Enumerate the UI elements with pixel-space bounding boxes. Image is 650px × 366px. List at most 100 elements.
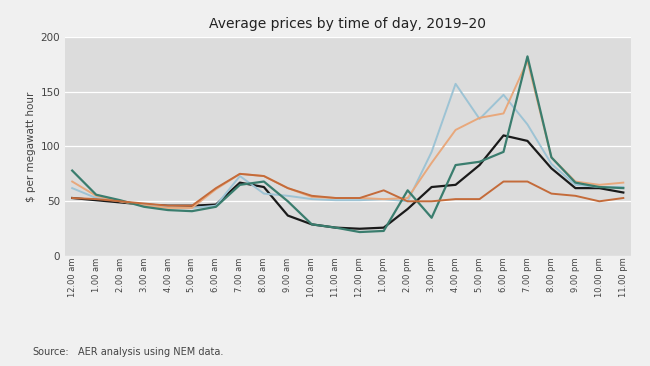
Queensland [116,200,124,205]
Victoria [236,172,244,176]
Title: Average prices by time of day, 2019–20: Average prices by time of day, 2019–20 [209,17,486,31]
Victoria [284,186,292,190]
NSW [308,197,316,201]
NSW [571,183,579,187]
Queensland [356,227,363,231]
Tasmania [571,194,579,198]
Queensland [332,225,340,230]
Queensland [571,186,579,190]
South Australia [260,179,268,184]
NSW [164,205,172,209]
NSW [140,202,148,207]
NSW [212,203,220,208]
South Australia [332,225,340,230]
South Australia [188,209,196,213]
South Australia [92,193,100,197]
NSW [92,196,100,200]
South Australia [308,222,316,227]
Text: Source:: Source: [32,347,69,357]
NSW [236,174,244,178]
Victoria [68,179,76,184]
NSW [332,198,340,202]
Tasmania [92,197,100,201]
South Australia [68,168,76,173]
Tasmania [164,203,172,208]
NSW [260,191,268,196]
Victoria [547,155,555,160]
Line: Queensland: Queensland [72,135,623,229]
Tasmania [140,201,148,206]
Queensland [452,183,460,187]
South Australia [164,208,172,212]
Queensland [619,190,627,195]
South Australia [404,188,411,193]
Tasmania [476,197,484,201]
Tasmania [356,196,363,200]
Tasmania [260,174,268,178]
Tasmania [284,186,292,190]
Tasmania [116,199,124,203]
Victoria [212,187,220,191]
Victoria [260,174,268,178]
South Australia [500,150,508,154]
Tasmania [500,179,508,184]
NSW [619,185,627,189]
South Australia [547,155,555,160]
NSW [404,199,411,203]
Tasmania [332,196,340,200]
South Australia [356,230,363,234]
NSW [284,194,292,198]
NSW [356,198,363,202]
Tasmania [452,197,460,201]
Tasmania [380,188,387,193]
Victoria [428,161,436,165]
Victoria [92,194,100,198]
Tasmania [547,191,555,196]
Queensland [68,196,76,200]
NSW [476,117,484,121]
NSW [452,82,460,86]
South Australia [140,205,148,209]
Victoria [595,183,603,187]
Queensland [308,222,316,227]
South Australia [284,199,292,203]
Queensland [523,139,531,143]
NSW [68,186,76,190]
Queensland [92,198,100,202]
Queensland [428,185,436,189]
Line: South Australia: South Australia [72,56,623,232]
Queensland [164,203,172,208]
NSW [500,93,508,97]
Victoria [500,111,508,116]
Line: Victoria: Victoria [72,61,623,208]
Tasmania [428,199,436,203]
Tasmania [595,199,603,203]
Queensland [140,202,148,207]
South Australia [452,163,460,167]
Victoria [619,180,627,185]
Tasmania [236,172,244,176]
Tasmania [404,199,411,203]
South Australia [380,229,387,233]
NSW [380,197,387,201]
Queensland [236,180,244,185]
Tasmania [308,194,316,198]
Victoria [380,197,387,201]
Victoria [116,199,124,203]
Tasmania [523,179,531,184]
Victoria [476,116,484,120]
Victoria [164,206,172,210]
Victoria [571,179,579,184]
South Australia [428,216,436,220]
Victoria [332,196,340,200]
Queensland [500,133,508,138]
Queensland [260,185,268,189]
Line: NSW: NSW [72,84,623,208]
Queensland [380,225,387,230]
South Australia [571,180,579,185]
Tasmania [188,203,196,208]
NSW [116,199,124,203]
Tasmania [619,196,627,200]
Y-axis label: $ per megawatt hour: $ per megawatt hour [26,91,36,202]
NSW [188,206,196,210]
